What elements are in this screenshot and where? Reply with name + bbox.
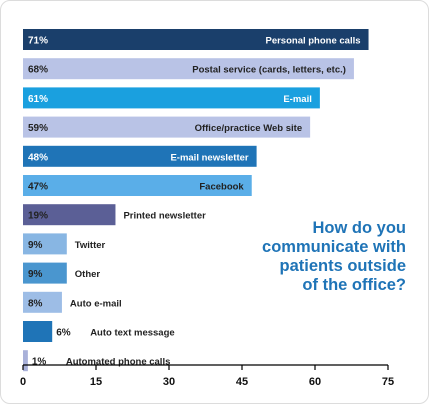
- category-label: Twitter: [75, 240, 106, 251]
- bar: [23, 29, 369, 50]
- x-tick-label: 75: [382, 376, 394, 388]
- bar: [23, 87, 320, 109]
- chart-title-line: communicate with: [262, 238, 406, 256]
- value-label: 68%: [28, 65, 48, 76]
- bar: [23, 262, 67, 284]
- value-label: 19%: [28, 211, 48, 222]
- value-label: 9%: [28, 269, 43, 280]
- x-tick-label: 60: [309, 376, 321, 388]
- value-label: 6%: [56, 328, 71, 339]
- value-label: 1%: [32, 357, 47, 368]
- x-tick-label: 45: [236, 376, 248, 388]
- category-label: Auto e-mail: [70, 298, 122, 309]
- category-label: Office/practice Web site: [195, 123, 303, 134]
- chart-title-line: patients outside: [279, 257, 406, 275]
- bar: [23, 175, 252, 196]
- value-label: 71%: [28, 36, 48, 47]
- category-label: Automated phone calls: [66, 357, 171, 368]
- bar: [23, 145, 257, 167]
- value-label: 59%: [28, 123, 48, 134]
- bar: [23, 116, 311, 138]
- x-tick-label: 15: [90, 376, 102, 388]
- category-label: Auto text message: [90, 328, 174, 339]
- category-label: E-mail newsletter: [170, 152, 248, 163]
- x-tick-label: 30: [163, 376, 175, 388]
- value-label: 61%: [28, 94, 48, 105]
- value-label: 9%: [28, 240, 43, 251]
- bar: [23, 291, 62, 313]
- category-label: Printed newsletter: [123, 211, 206, 222]
- bar: [23, 204, 116, 226]
- category-label: Other: [75, 269, 101, 280]
- value-label: 48%: [28, 152, 48, 163]
- category-label: Facebook: [199, 182, 244, 193]
- value-label: 47%: [28, 182, 48, 193]
- bar: [23, 58, 354, 80]
- chart-title-line: of the office?: [302, 276, 406, 294]
- category-label: E-mail: [283, 94, 312, 105]
- category-label: Postal service (cards, letters, etc.): [192, 65, 346, 76]
- chart-title: How do you communicate with patients out…: [216, 219, 406, 295]
- x-tick-label: 0: [20, 376, 26, 388]
- bar: [23, 321, 53, 342]
- category-label: Personal phone calls: [265, 36, 360, 47]
- chart-title-line: How do you: [312, 219, 407, 237]
- bar: [23, 350, 28, 372]
- value-label: 8%: [28, 298, 43, 309]
- bar: [23, 233, 67, 255]
